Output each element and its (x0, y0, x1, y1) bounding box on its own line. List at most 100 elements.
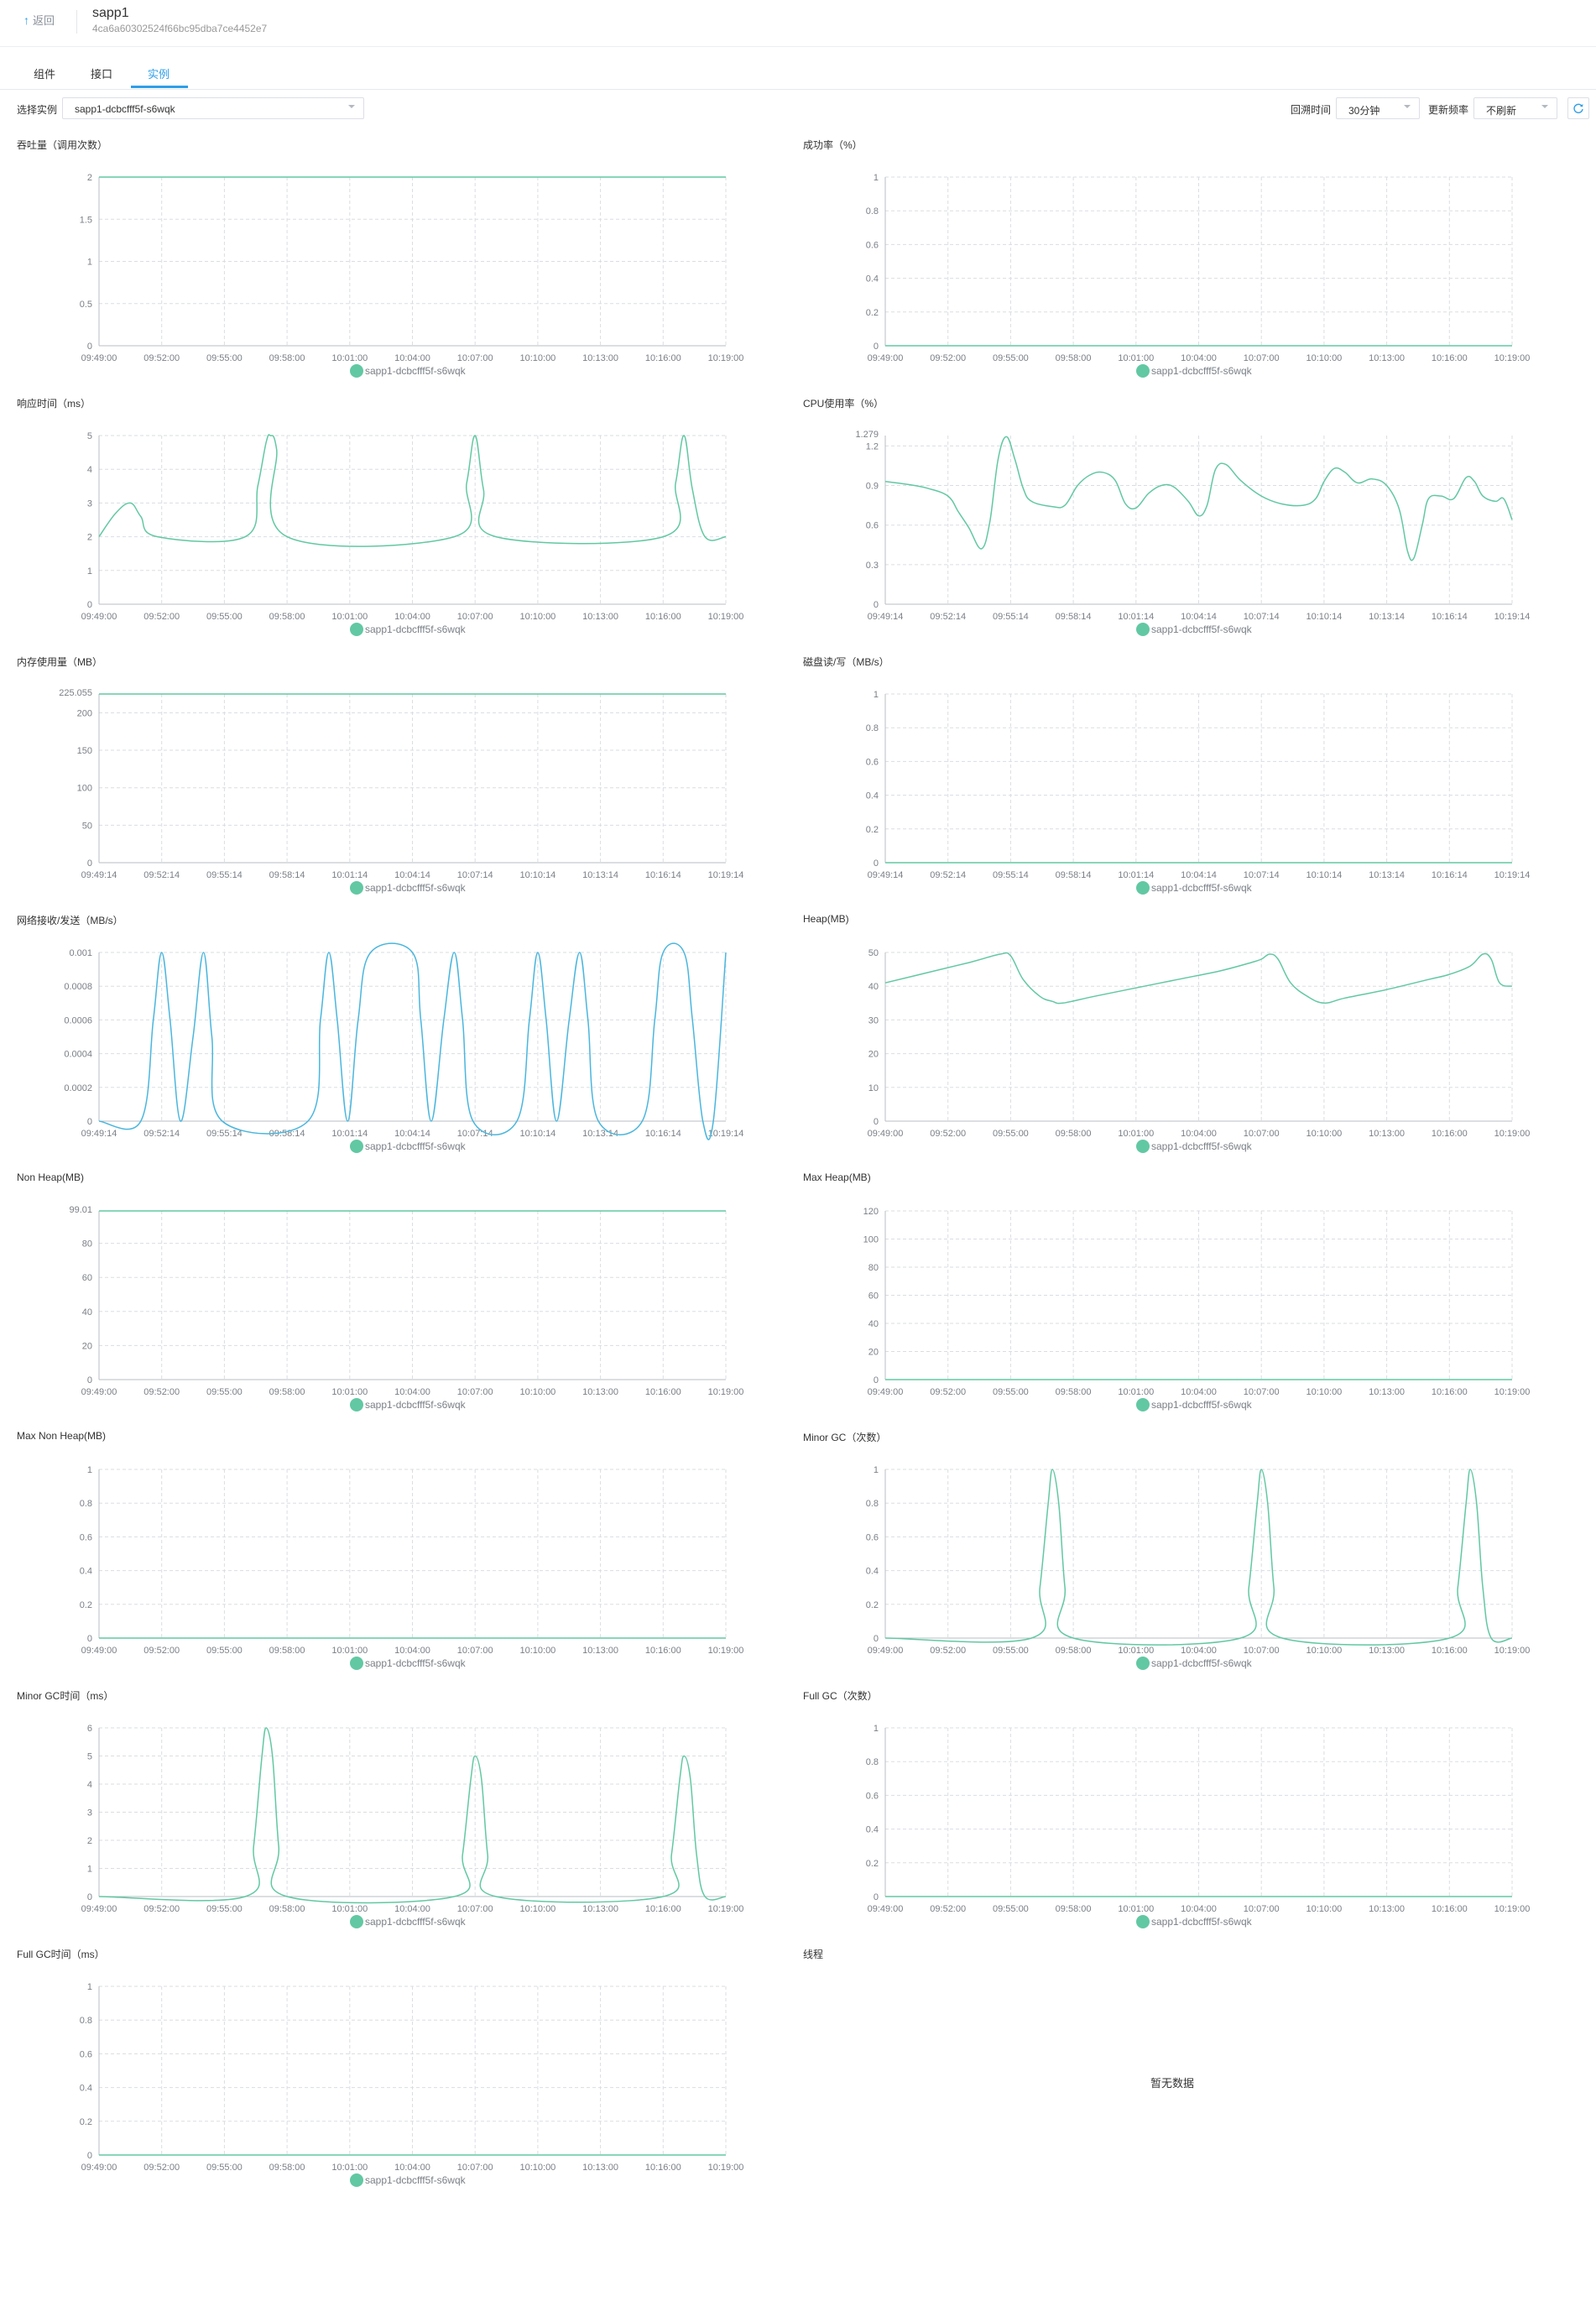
legend-marker[interactable] (350, 881, 363, 895)
legend-marker[interactable] (350, 623, 363, 636)
y-tick-label: 1 (874, 173, 879, 183)
chart-minor-gc: Minor GC（次数） 09:49:00 09:52:00 09:55:00 09:5… (803, 1430, 1541, 1686)
y-tick-label: 2 (87, 533, 92, 543)
legend-label[interactable]: sapp1-dcbcfff5f-s6wqk (1151, 365, 1253, 377)
chart-svg: 09:49:00 09:52:00 09:55:00 09:58:00 10:01:00… (866, 173, 1530, 378)
x-tick-label: 10:01:00 (331, 1387, 368, 1397)
legend-label[interactable]: sapp1-dcbcfff5f-s6wqk (365, 882, 467, 894)
legend-marker[interactable] (350, 1398, 363, 1411)
instance-select[interactable]: sapp1-dcbcfff5f-s6wqk (62, 97, 364, 119)
legend-label[interactable]: sapp1-dcbcfff5f-s6wqk (365, 1399, 467, 1411)
legend-marker[interactable] (1136, 623, 1150, 636)
legend-label[interactable]: sapp1-dcbcfff5f-s6wqk (365, 365, 467, 377)
chart-title: Heap(MB) (803, 913, 849, 925)
x-tick-label: 10:01:00 (331, 2163, 368, 2173)
x-tick-label: 10:01:00 (331, 612, 368, 622)
legend-label[interactable]: sapp1-dcbcfff5f-s6wqk (365, 1657, 467, 1669)
app-id: 4ca6a60302524f66bc95dba7ce4452e7 (92, 23, 268, 34)
legend-marker[interactable] (350, 364, 363, 378)
tab-components[interactable]: 组件 (34, 68, 56, 81)
y-tick-label: 0 (87, 342, 92, 352)
x-tick-label: 10:10:14 (1306, 612, 1342, 622)
x-tick-label: 10:04:00 (1181, 1646, 1217, 1656)
instance-select-label: 选择实例 (17, 104, 58, 116)
refresh-rate-select[interactable]: 不刷新 (1473, 97, 1557, 119)
legend-marker[interactable] (350, 2173, 363, 2187)
chart-threads: 线程 暂无数据 (803, 1947, 1541, 2203)
x-tick-label: 10:07:00 (457, 353, 493, 363)
x-tick-label: 09:52:00 (143, 353, 180, 363)
x-tick-label: 09:49:00 (81, 1387, 117, 1397)
x-tick-label: 09:55:00 (993, 1904, 1029, 1914)
chart-svg: 09:49:14 09:52:14 09:55:14 09:58:14 10:01:14… (855, 430, 1530, 636)
y-tick-label: 120 (863, 1207, 879, 1217)
legend-label[interactable]: sapp1-dcbcfff5f-s6wqk (1151, 1140, 1253, 1152)
x-tick-label: 10:16:00 (1432, 353, 1468, 363)
x-tick-label: 10:01:00 (331, 1904, 368, 1914)
x-tick-label: 10:01:00 (1118, 1646, 1154, 1656)
x-tick-label: 10:01:00 (1118, 1904, 1154, 1914)
y-tick-label: 1 (874, 690, 879, 700)
chart-title: 响应时间（ms） (17, 398, 91, 410)
x-tick-label: 10:16:00 (645, 2163, 681, 2173)
x-tick-label: 09:52:00 (930, 1387, 966, 1397)
legend-marker[interactable] (1136, 364, 1150, 378)
x-tick-label: 10:16:00 (1432, 1129, 1468, 1139)
legend-label[interactable]: sapp1-dcbcfff5f-s6wqk (365, 2174, 467, 2186)
lookback-select[interactable]: 30分钟 (1336, 97, 1420, 119)
y-tick-label: 0.2 (80, 1600, 92, 1610)
tab-interfaces[interactable]: 接口 (91, 68, 113, 81)
x-tick-label: 10:07:00 (1244, 1904, 1280, 1914)
legend-marker[interactable] (1136, 1915, 1150, 1928)
legend-label[interactable]: sapp1-dcbcfff5f-s6wqk (365, 1916, 467, 1928)
legend-marker[interactable] (1136, 1657, 1150, 1670)
x-tick-label: 10:07:14 (457, 870, 493, 880)
refresh-button[interactable] (1567, 97, 1589, 119)
y-tick-label: 0 (87, 1892, 92, 1902)
y-tick-label: 0.0004 (64, 1050, 92, 1060)
x-tick-label: 09:55:00 (206, 1387, 243, 1397)
x-tick-label: 10:07:00 (1244, 1646, 1280, 1656)
x-tick-label: 09:52:00 (930, 1646, 966, 1656)
chart-title: 吞吐量（调用次数） (17, 139, 108, 151)
x-tick-label: 09:49:00 (81, 353, 117, 363)
y-tick-label: 5 (87, 1752, 92, 1762)
legend-marker[interactable] (1136, 1398, 1150, 1411)
legend-marker[interactable] (1136, 881, 1150, 895)
chart-max-heap: Max Heap(MB) 09:49:00 09:52:00 09:55:00 09:5… (803, 1171, 1541, 1427)
x-tick-label: 09:55:00 (993, 1646, 1029, 1656)
x-tick-label: 10:13:14 (582, 1129, 618, 1139)
legend-label[interactable]: sapp1-dcbcfff5f-s6wqk (1151, 1657, 1253, 1669)
y-tick-label: 1 (87, 1865, 92, 1875)
chart-title: 成功率（%） (803, 139, 863, 151)
legend-marker[interactable] (1136, 1140, 1150, 1153)
x-tick-label: 09:49:00 (81, 1904, 117, 1914)
chart-memory-usage: 内存使用量（MB） 09:49:14 09:52:14 09:55:14 09:58:1… (17, 655, 755, 911)
legend-label[interactable]: sapp1-dcbcfff5f-s6wqk (1151, 1399, 1253, 1411)
y-tick-label: 0.3 (866, 561, 879, 571)
back-button[interactable]: ↑ 返回 (23, 12, 55, 28)
x-tick-label: 10:13:14 (582, 870, 618, 880)
series-line (98, 1727, 727, 1904)
x-tick-label: 09:58:00 (269, 1387, 305, 1397)
x-tick-label: 10:10:00 (519, 1904, 555, 1914)
chart-title: 内存使用量（MB） (17, 656, 103, 668)
legend-marker[interactable] (350, 1915, 363, 1928)
x-tick-label: 10:16:14 (1432, 612, 1468, 622)
x-tick-label: 10:19:14 (708, 1129, 744, 1139)
lookback-select-value: 30分钟 (1348, 105, 1380, 117)
x-tick-label: 10:19:00 (1494, 1646, 1531, 1656)
legend-label[interactable]: sapp1-dcbcfff5f-s6wqk (365, 1140, 467, 1152)
x-tick-label: 10:13:14 (1369, 870, 1405, 880)
chart-throughput: 吞吐量（调用次数） 09:49:00 09:52:00 09:55:00 09:58:0… (17, 138, 755, 394)
y-tick-label: 0 (874, 600, 879, 610)
x-tick-label: 09:52:00 (930, 1904, 966, 1914)
legend-marker[interactable] (350, 1140, 363, 1153)
legend-label[interactable]: sapp1-dcbcfff5f-s6wqk (1151, 882, 1253, 894)
legend-label[interactable]: sapp1-dcbcfff5f-s6wqk (1151, 1916, 1253, 1928)
x-tick-label: 10:16:00 (645, 353, 681, 363)
legend-label[interactable]: sapp1-dcbcfff5f-s6wqk (1151, 624, 1253, 635)
legend-marker[interactable] (350, 1657, 363, 1670)
legend-label[interactable]: sapp1-dcbcfff5f-s6wqk (365, 624, 467, 635)
tab-instances[interactable]: 实例 (148, 68, 170, 81)
